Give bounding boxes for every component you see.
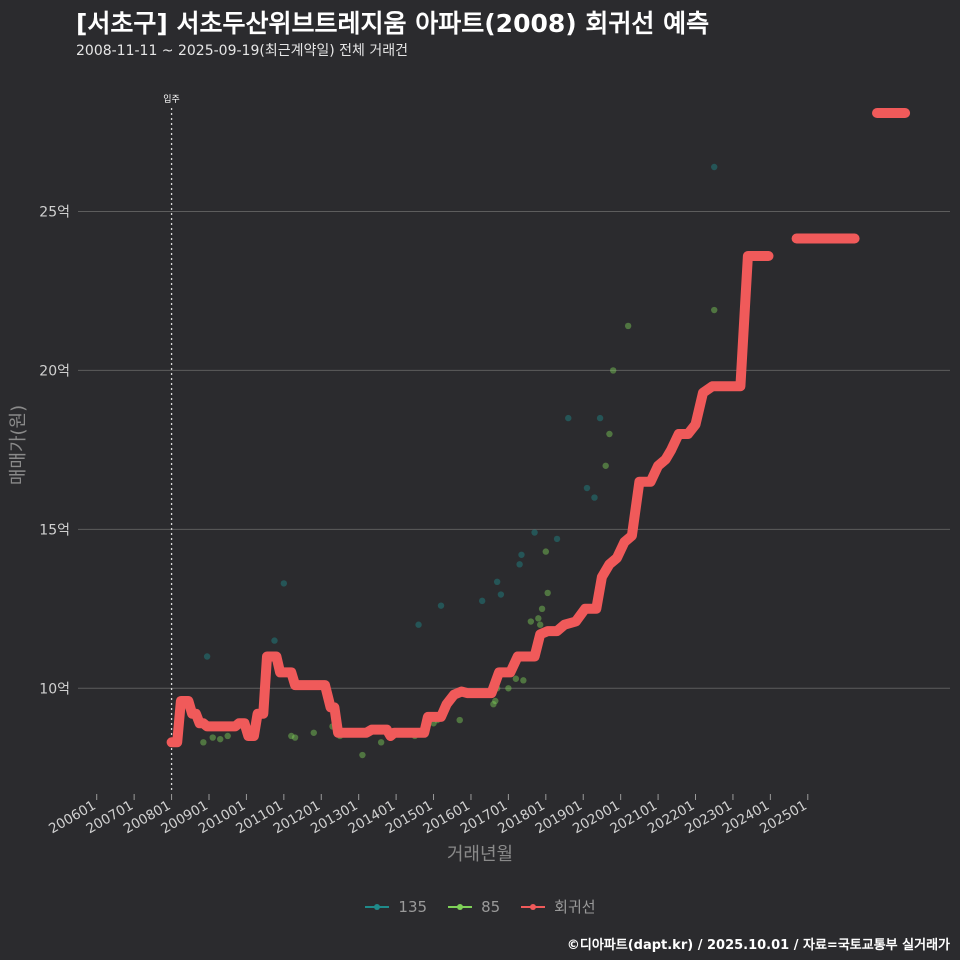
legend-key-regression [520,901,546,913]
source-caption: ©디아파트(dapt.kr) / 2025.10.01 / 자료=국토교통부 실… [566,938,950,953]
point-85 [711,306,718,314]
legend-item-135: 135 [364,896,427,917]
point-135 [271,637,278,644]
y-tick-label: 15억 [39,522,70,538]
chart-title: [서초구] 서초두산위브트레지움 아파트(2008) 회귀선 예측 [76,9,710,38]
legend-label-85: 85 [481,897,501,916]
point-135 [280,580,288,587]
point-85 [538,605,546,613]
point-85 [535,615,542,622]
legend-label-regression: 회귀선 [554,898,596,916]
legend-item-85: 85 [447,896,500,917]
y-tick-label: 25억 [39,205,70,221]
legend-key-135 [364,901,390,913]
point-85 [209,734,216,741]
legend-item-regression: 회귀선 [520,896,596,917]
point-85 [520,677,527,684]
point-85 [505,685,512,692]
point-85 [291,734,299,741]
legend-key-85 [447,901,473,913]
point-85 [624,322,632,330]
point-135 [583,484,591,492]
point-85 [456,716,463,724]
point-85 [602,462,609,469]
point-135 [711,163,718,171]
point-85 [288,732,295,740]
point-135 [478,597,486,605]
point-85 [490,700,497,708]
point-85 [512,675,520,682]
point-135 [497,591,505,598]
point-85 [492,697,499,705]
chart-subtitle: 2008-11-11 ~ 2025-09-19(최근계약일) 전체 거래건 [76,43,408,59]
legend: 135 85 회귀선 [0,896,960,917]
point-85 [359,751,366,759]
move-in-label: 입주 [163,93,180,105]
point-135 [553,535,561,543]
regression-line [166,251,774,748]
point-85 [542,548,550,555]
point-135 [531,529,538,536]
point-135 [518,551,525,558]
point-135 [516,561,523,568]
x-axis-label: 거래년월 [446,844,514,865]
point-85 [200,739,207,746]
legend-label-135: 135 [398,897,428,916]
point-85 [377,739,385,746]
point-135 [415,621,422,628]
y-tick-label: 10억 [39,681,70,697]
point-135 [437,602,445,609]
y-axis-label-wrap: 매매가(원) [2,405,32,485]
point-85 [310,729,317,736]
point-135 [203,653,211,660]
point-85 [536,621,544,628]
point-135 [596,414,604,422]
point-135 [493,578,501,586]
y-tick-label: 20억 [39,363,70,379]
y-axis-label: 매매가(원) [8,404,29,486]
point-85 [217,735,224,743]
point-135 [565,414,572,422]
point-135 [591,494,598,501]
point-85 [224,732,231,740]
point-85 [544,589,551,597]
point-85 [606,430,613,438]
point-85 [527,618,535,625]
point-85 [609,367,617,374]
